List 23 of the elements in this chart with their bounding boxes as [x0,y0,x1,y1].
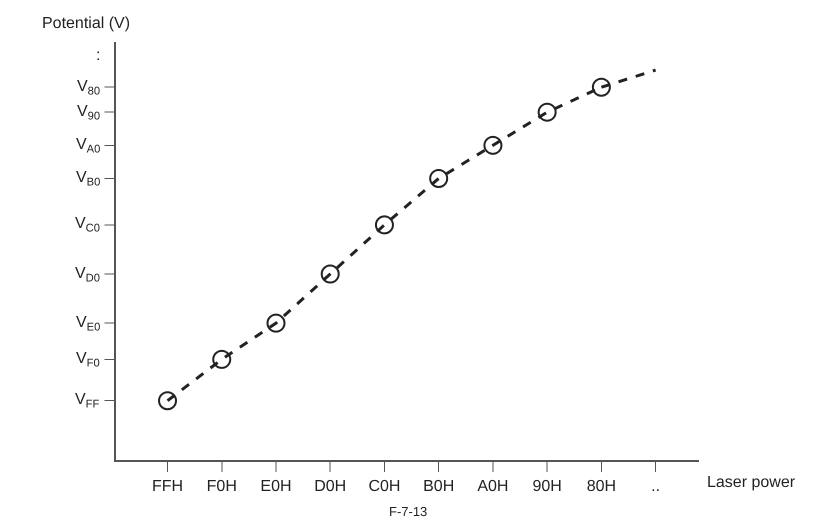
x-tick-label: 80H [586,478,616,495]
text: V$_{D0}$ [75,265,100,284]
text: : [96,47,100,64]
x-tick-label: 90H [532,478,562,495]
text: V$_{E0}$ [76,314,100,334]
text: V$_{90}$ [77,103,100,122]
x-tick-label: F0H [206,478,237,495]
x-tick-label: B0H [423,478,454,495]
text: V$_{F0}$ [76,350,100,370]
x-tick-label: .. [651,478,660,495]
text: V$_{80}$ [77,78,100,98]
x-tick-label: E0H [260,478,292,495]
text: V$_{C0}$ [75,215,100,234]
text: V$_{B0}$ [76,169,100,188]
text: V$_{A0}$ [76,136,100,156]
y-axis-title: Potential (V) [42,15,130,32]
text: V$_{FF}$ [75,391,100,410]
x-tick-label: C0H [368,478,400,495]
text: F-7-13 [389,504,428,518]
x-tick-label: A0H [477,478,508,495]
x-tick-label: D0H [314,478,346,495]
x-tick-label: FFH [152,478,184,495]
x-axis-title: Laser power [707,474,796,491]
